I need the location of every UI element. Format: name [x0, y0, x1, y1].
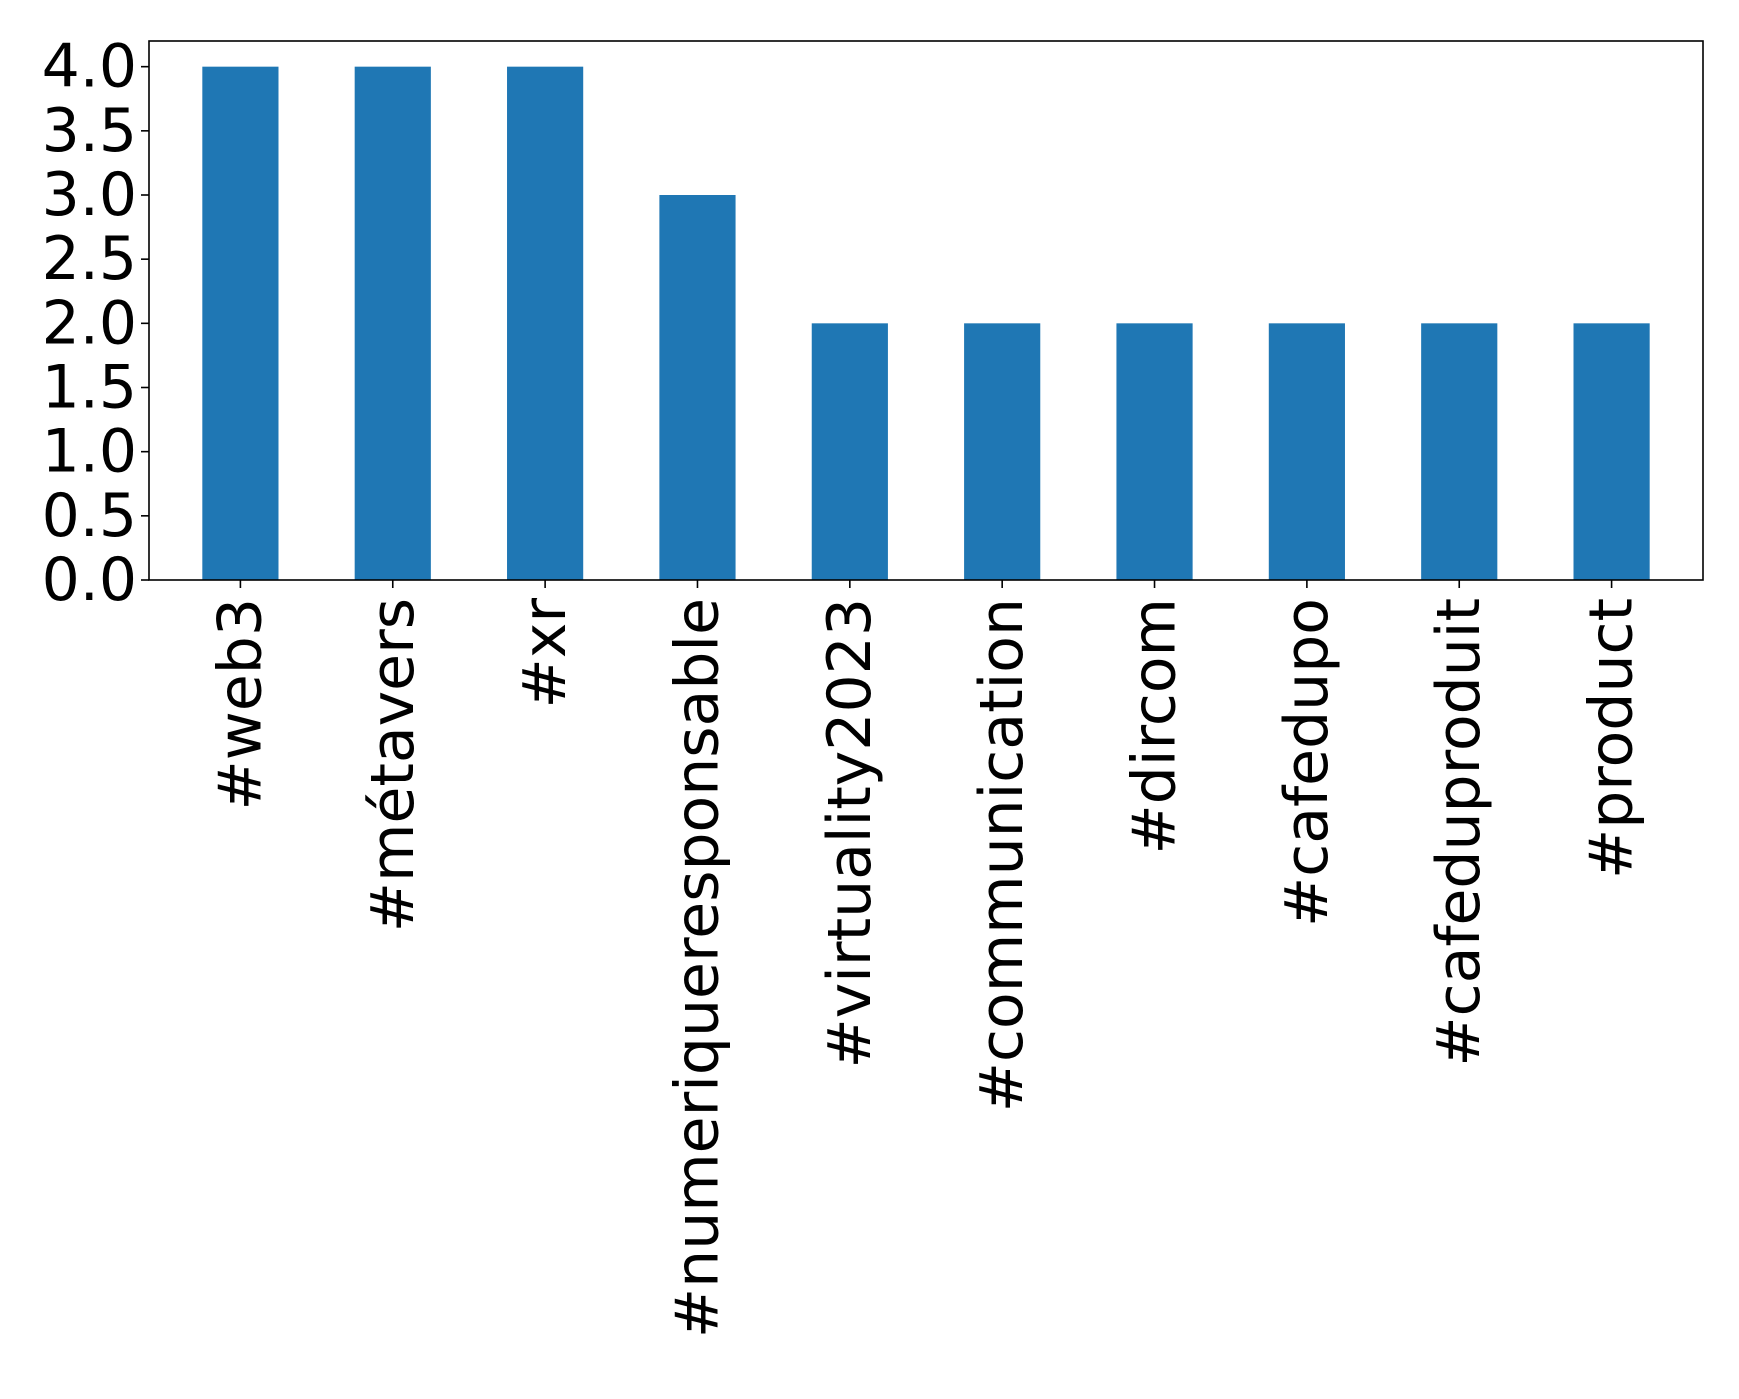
x-tick-label-5: #communication: [967, 598, 1037, 1112]
x-tick-label-0: #web3: [205, 598, 275, 811]
bar-7: [1268, 323, 1345, 580]
y-tick-label-8: 4.0: [42, 32, 137, 102]
y-tick-label-5: 2.5: [42, 224, 137, 294]
x-tick-label-4: #virtuality2023: [815, 598, 885, 1069]
x-tick-label-6: #dircom: [1120, 598, 1190, 855]
x-tick-label-8: #cafeduproduit: [1424, 598, 1494, 1067]
x-tick-label-7: #cafedupo: [1272, 598, 1342, 927]
bar-6: [1116, 323, 1193, 580]
y-tick-label-6: 3.0: [42, 160, 137, 230]
plot-frame: [148, 40, 1704, 581]
bar-4: [811, 323, 888, 580]
x-tick-label-2: #xr: [510, 598, 580, 709]
x-tick-label-1: #métavers: [358, 598, 428, 932]
y-tick-label-1: 0.5: [42, 481, 137, 551]
y-tick-label-4: 2.0: [42, 288, 137, 358]
bar-8: [1421, 323, 1498, 580]
bars-group: [202, 66, 1650, 581]
y-tick-label-7: 3.5: [42, 96, 137, 166]
bar-0: [202, 66, 279, 581]
x-axis: #web3 #métavers #xr #numeriqueresponsable #v…: [205, 580, 1647, 1338]
x-tick-label-9: #product: [1577, 598, 1647, 879]
y-tick-label-3: 1.5: [42, 353, 137, 423]
y-tick-label-2: 1.0: [42, 417, 137, 487]
y-tick-label-0: 0.0: [42, 545, 137, 615]
y-axis: 0.00.51.01.52.02.53.03.54.0: [42, 32, 149, 615]
x-tick-label-3: #numeriqueresponsable: [662, 598, 732, 1338]
bar-3: [659, 195, 736, 580]
bar-5: [964, 323, 1041, 580]
bar-2: [507, 66, 584, 581]
bar-1: [354, 66, 431, 581]
bar-9: [1573, 323, 1650, 580]
